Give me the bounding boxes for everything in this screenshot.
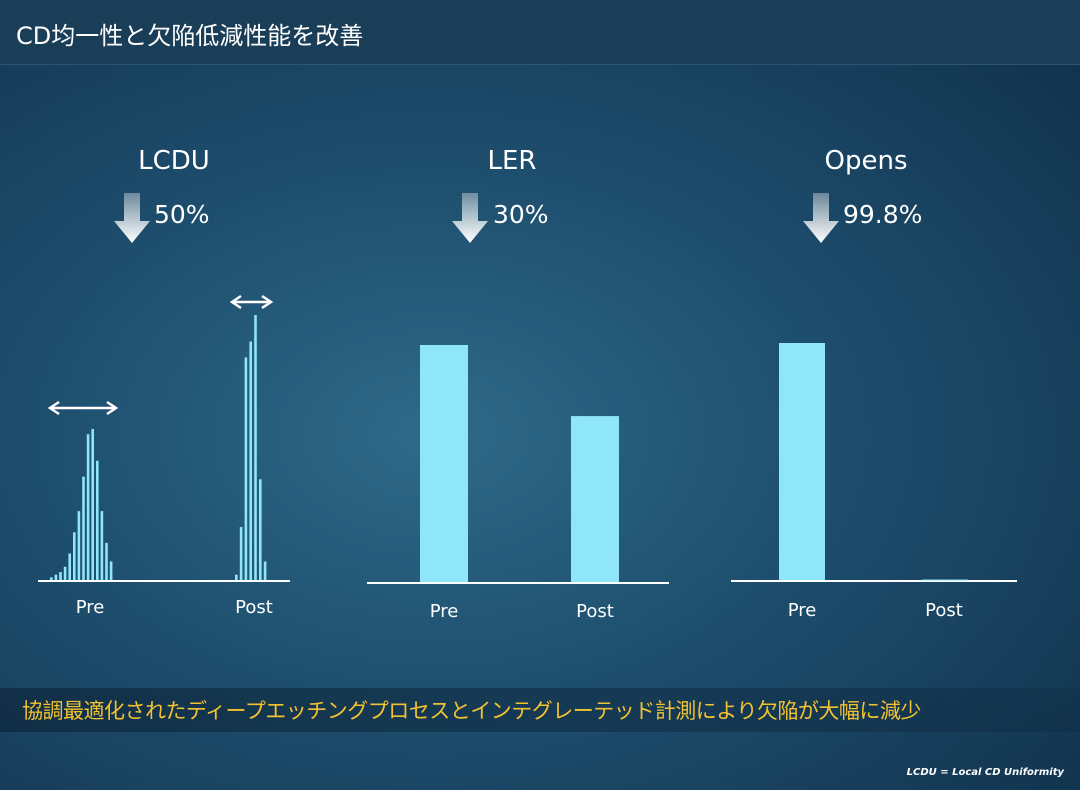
lcdu-pre-histogram-bar (96, 460, 99, 580)
lcdu-pre-histogram-bar (109, 561, 113, 580)
lcdu-pre-histogram-bar (91, 428, 94, 580)
lcdu-pre-histogram-bar (100, 511, 104, 580)
lcdu-post-histogram-bar (249, 341, 252, 580)
opens-metric-name: Opens (824, 146, 908, 176)
lcdu-pre-histogram-bar (68, 553, 71, 580)
ler-post-label: Post (576, 601, 614, 622)
lcdu-pre-histogram-bar (82, 476, 85, 580)
ler-pre-label: Pre (429, 601, 459, 622)
lcdu-post-histogram-bar (239, 527, 243, 580)
opens-pre-label: Pre (787, 600, 817, 621)
down-arrow-icon (452, 193, 488, 243)
ler-post-bar (571, 416, 619, 582)
lcdu-post-histogram-bar (259, 479, 262, 580)
opens-reduction-value: 99.8% (843, 200, 923, 229)
lcdu-pre-histogram-bar (59, 572, 62, 580)
opens-post-label: Post (925, 600, 963, 621)
down-arrow-icon (114, 193, 150, 243)
slide-title: CD均一性と欠陥低減性能を改善 (16, 22, 364, 50)
lcdu-pre-histogram-bar (77, 511, 81, 580)
lcdu-post-histogram-bar (244, 357, 248, 580)
double-arrow-icon (229, 294, 274, 310)
lcdu-pre-histogram-bar (105, 542, 108, 580)
conclusion-text: 協調最適化されたディープエッチングプロセスとインテグレーテッド計測により欠陥が大… (22, 699, 921, 723)
footnote: LCDU = Local CD Uniformity (906, 767, 1064, 778)
down-arrow-icon (803, 193, 839, 243)
lcdu-post-histogram-bar (263, 561, 267, 580)
conclusion-band (0, 688, 1080, 732)
opens-pre-bar (779, 343, 825, 580)
ler-pre-bar (420, 345, 468, 582)
double-arrow-icon (47, 400, 119, 416)
lcdu-post-label: Post (235, 597, 273, 618)
lcdu-pre-histogram-bar (50, 577, 53, 580)
ler-metric-name: LER (487, 146, 537, 176)
title-bar: CD均一性と欠陥低減性能を改善 (0, 0, 1080, 65)
lcdu-metric-name: LCDU (138, 146, 210, 176)
lcdu-pre-histogram-bar (54, 574, 58, 580)
lcdu-pre-label: Pre (75, 597, 105, 618)
ler-reduction-value: 30% (493, 200, 549, 229)
lcdu-reduction-value: 50% (154, 200, 210, 229)
lcdu-pre-histogram-bar (63, 566, 67, 580)
lcdu-post-histogram-bar (254, 315, 257, 580)
lcdu-pre-histogram-bar (73, 532, 76, 580)
lcdu-post-histogram-bar (235, 574, 238, 580)
opens-post-bar (922, 579, 968, 581)
lcdu-pre-histogram-bar (86, 434, 90, 580)
